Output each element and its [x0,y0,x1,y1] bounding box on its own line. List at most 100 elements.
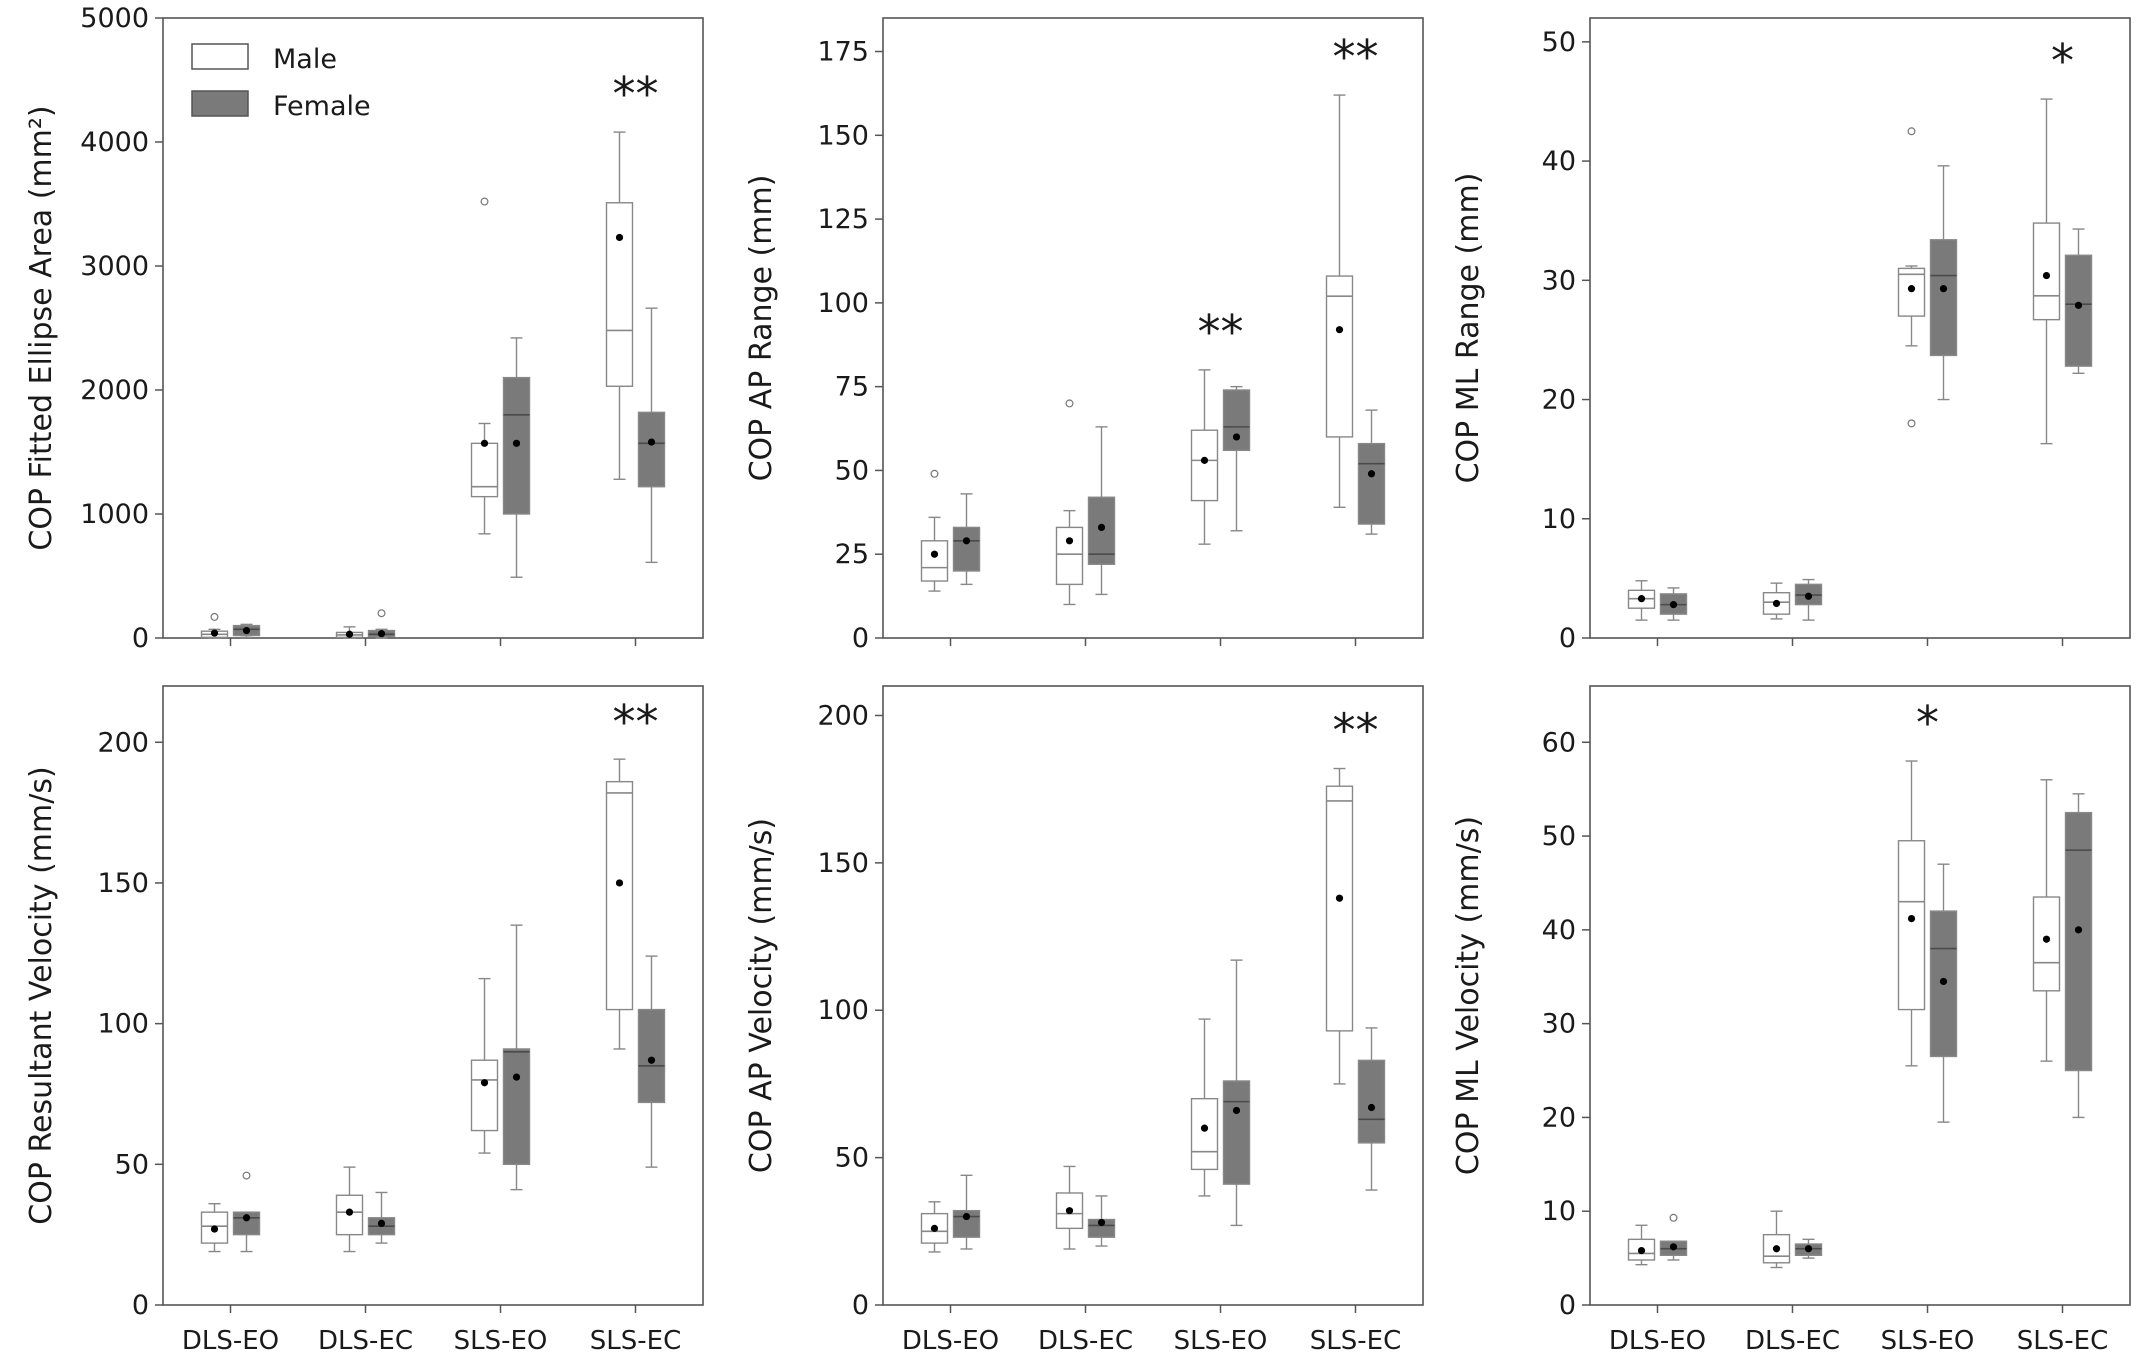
y-tick-label: 60 [1542,727,1576,758]
x-tick-label: SLS-EO [1881,1326,1975,1353]
plot-frame [1589,17,2131,639]
y-tick-label: 75 [835,372,869,403]
box-female-dls-ec [1087,426,1116,596]
mean-marker [1939,285,1948,293]
significance-marker: * [2051,34,2074,88]
legend-label-male: Male [273,44,337,75]
box-female-dls-eo [1659,1213,1688,1261]
mean-marker [1939,977,1948,986]
mean-marker [647,1056,656,1064]
mean-marker [962,1212,971,1221]
y-tick-label: 25 [835,539,869,570]
y-axis-title: COP AP Velocity (mm/s) [744,818,779,1173]
iqr-box [605,780,634,1011]
x-tick-label: SLS-EO [1174,1326,1268,1353]
box-male-dls-eo [1627,1224,1656,1266]
x-tick-label: DLS-EC [1038,1326,1133,1353]
box-male-sls-ec [2032,98,2061,445]
mean-marker [242,1214,251,1222]
box-male-sls-ec [2032,779,2061,1062]
mean-marker [1367,470,1376,478]
box-female-sls-ec [637,307,666,564]
box-female-sls-eo [1222,959,1251,1227]
box-male-sls-ec [1325,767,1354,1085]
y-tick-label: 50 [1542,821,1576,852]
significance-marker: ** [1198,305,1244,359]
mean-marker [1367,1103,1376,1112]
box-male-sls-eo [1190,369,1219,545]
legend: Male Female [191,43,371,122]
mean-marker [512,439,521,447]
y-tick-label: 40 [1542,146,1576,177]
box-male-sls-ec [605,758,634,1050]
box-female-dls-eo [952,493,981,586]
chart-panel-1: 0 1000 2000 3000 4000 5000 COP Fitted Ellipse … [24,3,704,654]
y-tick-label: 1000 [80,499,149,530]
y-tick-label: 2000 [80,375,149,406]
iqr-box [2064,254,2093,367]
legend-swatch-male [191,43,249,70]
y-tick-label: 30 [1542,1009,1576,1040]
iqr-box [470,1059,499,1132]
iqr-box [637,1008,666,1104]
mean-marker [210,1225,219,1233]
y-tick-label: 50 [835,455,869,486]
box-female-sls-ec [1357,409,1386,535]
box-female-sls-eo [502,337,531,578]
x-tick-label: SLS-EC [2017,1326,2108,1353]
mean-marker [1907,914,1916,923]
outlier-marker [210,612,219,621]
outlier-marker [1907,127,1916,136]
box-female-sls-ec [2064,793,2093,1119]
y-tick-label: 10 [1542,504,1576,535]
chart-panel-2: 0 25 50 75 100 125 150 175 COP AP Range (mm) ** ** [744,17,1424,654]
outlier-marker [930,469,939,478]
box-female-dls-eo [952,1174,981,1250]
y-tick-label: 3000 [80,251,149,282]
y-tick-label: 50 [835,1143,869,1174]
mean-marker [1097,1218,1106,1227]
box-male-dls-ec [335,626,364,639]
box-female-sls-eo [502,924,531,1191]
outlier-marker [1907,419,1916,428]
y-tick-label: 150 [97,868,149,899]
mean-marker [1335,894,1344,902]
mean-marker [242,626,251,635]
plot-frame [882,685,1424,1306]
box-male-sls-eo [470,977,499,1154]
mean-marker [930,550,939,558]
y-tick-label: 125 [817,204,869,235]
y-tick-label: 0 [852,623,869,654]
plot-frame [882,17,1424,639]
outlier-marker [480,197,489,206]
mean-marker [962,537,971,545]
box-female-dls-eo [232,623,261,639]
iqr-box [1055,526,1084,586]
mean-marker [2042,271,2051,280]
y-tick-label: 175 [817,37,869,68]
mean-marker [1200,456,1209,464]
box-female-dls-ec [1794,578,1823,621]
y-tick-label: 30 [1542,265,1576,296]
mean-marker [210,629,219,637]
y-tick-label: 100 [817,995,869,1026]
box-male-dls-ec [335,1166,364,1253]
mean-marker [1335,326,1344,334]
box-male-sls-ec [605,131,634,480]
mean-marker [615,879,624,887]
y-tick-label: 5000 [80,3,149,34]
plot-frame [162,17,704,639]
box-female-dls-ec [367,609,396,639]
x-tick-label: SLS-EO [454,1326,548,1353]
iqr-box [2032,222,2061,321]
box-male-sls-eo [1897,760,1926,1067]
iqr-box [1325,785,1354,1032]
y-tick-label: 150 [817,120,869,151]
y-tick-label: 100 [97,1009,149,1040]
y-tick-label: 0 [1559,623,1576,654]
outlier-marker [1065,399,1074,408]
mean-marker [1232,433,1241,441]
y-tick-label: 0 [132,623,149,654]
y-tick-label: 50 [1542,27,1576,58]
y-tick-label: 100 [817,288,869,319]
